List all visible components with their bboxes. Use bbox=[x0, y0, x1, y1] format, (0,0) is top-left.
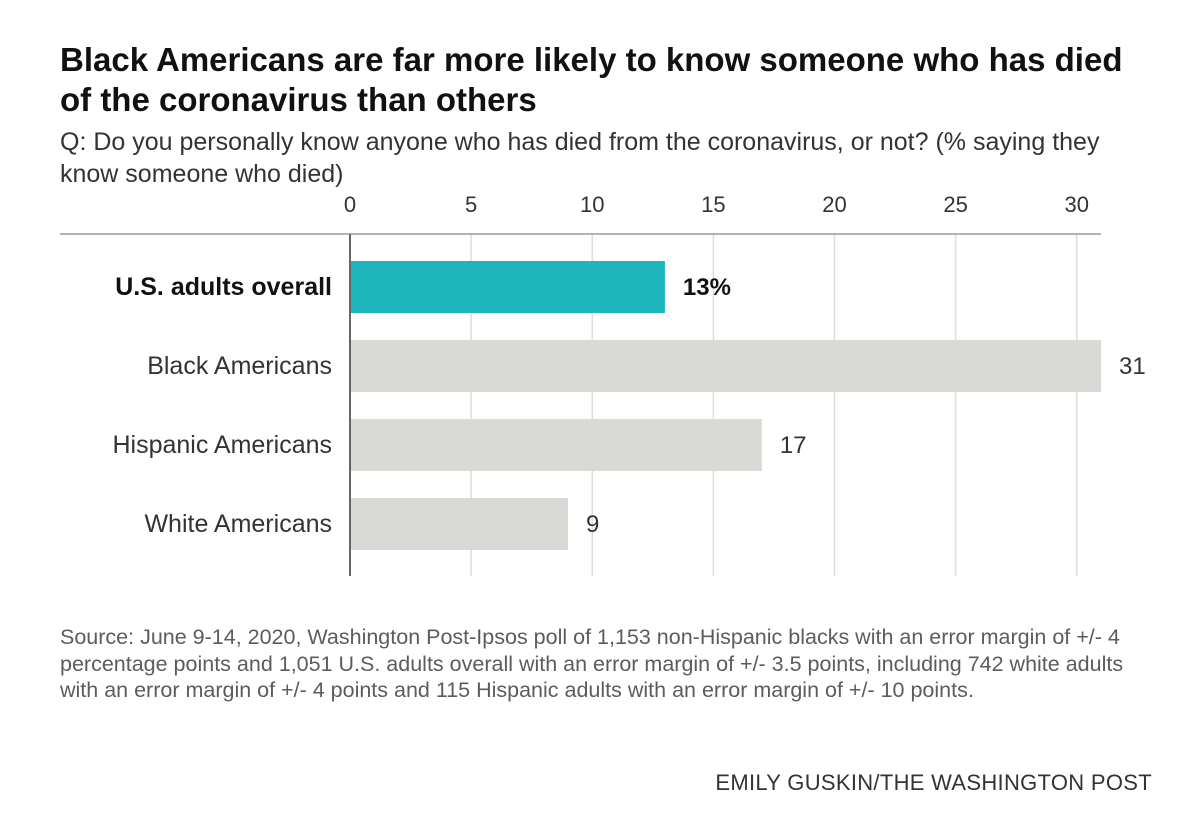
value-label-hispanic-americans: 17 bbox=[780, 432, 807, 459]
x-tick-label-30: 30 bbox=[1065, 192, 1089, 217]
value-label-white-americans: 9 bbox=[586, 511, 599, 538]
x-axis-ticks: 0 5 10 15 20 25 30 bbox=[344, 192, 1089, 217]
category-label-hispanic-americans: Hispanic Americans bbox=[112, 431, 332, 459]
x-tick-label-15: 15 bbox=[701, 192, 725, 217]
bar-u-s-adults-overall bbox=[351, 261, 665, 313]
category-label-u-s-adults-overall: U.S. adults overall bbox=[115, 273, 332, 301]
bars bbox=[351, 261, 1101, 550]
value-label-black-americans: 31 bbox=[1119, 353, 1146, 380]
x-tick-label-20: 20 bbox=[822, 192, 846, 217]
x-tick-label-10: 10 bbox=[580, 192, 604, 217]
chart-title: Black Americans are far more likely to k… bbox=[60, 41, 1123, 118]
credit-line: EMILY GUSKIN/THE WASHINGTON POST bbox=[715, 770, 1152, 795]
bar-black-americans bbox=[351, 340, 1101, 392]
category-label-black-americans: Black Americans bbox=[147, 352, 332, 380]
category-label-white-americans: White Americans bbox=[144, 510, 332, 538]
bar-chart: 0 5 10 15 20 25 30 U.S. adults overall Black Am… bbox=[60, 192, 1146, 576]
chart-subtitle: Q: Do you personally know anyone who has… bbox=[60, 128, 1100, 188]
bar-hispanic-americans bbox=[351, 419, 762, 471]
value-label-u-s-adults-overall: 13% bbox=[683, 274, 731, 301]
x-tick-label-5: 5 bbox=[465, 192, 477, 217]
x-tick-label-0: 0 bbox=[344, 192, 356, 217]
source-note: Source: June 9-14, 2020, Washington Post… bbox=[60, 625, 1124, 702]
bar-white-americans bbox=[351, 498, 569, 550]
category-labels: U.S. adults overall Black Americans Hispan… bbox=[112, 273, 332, 538]
value-labels: 13% 31 17 9 bbox=[586, 274, 1146, 538]
x-tick-label-25: 25 bbox=[943, 192, 967, 217]
